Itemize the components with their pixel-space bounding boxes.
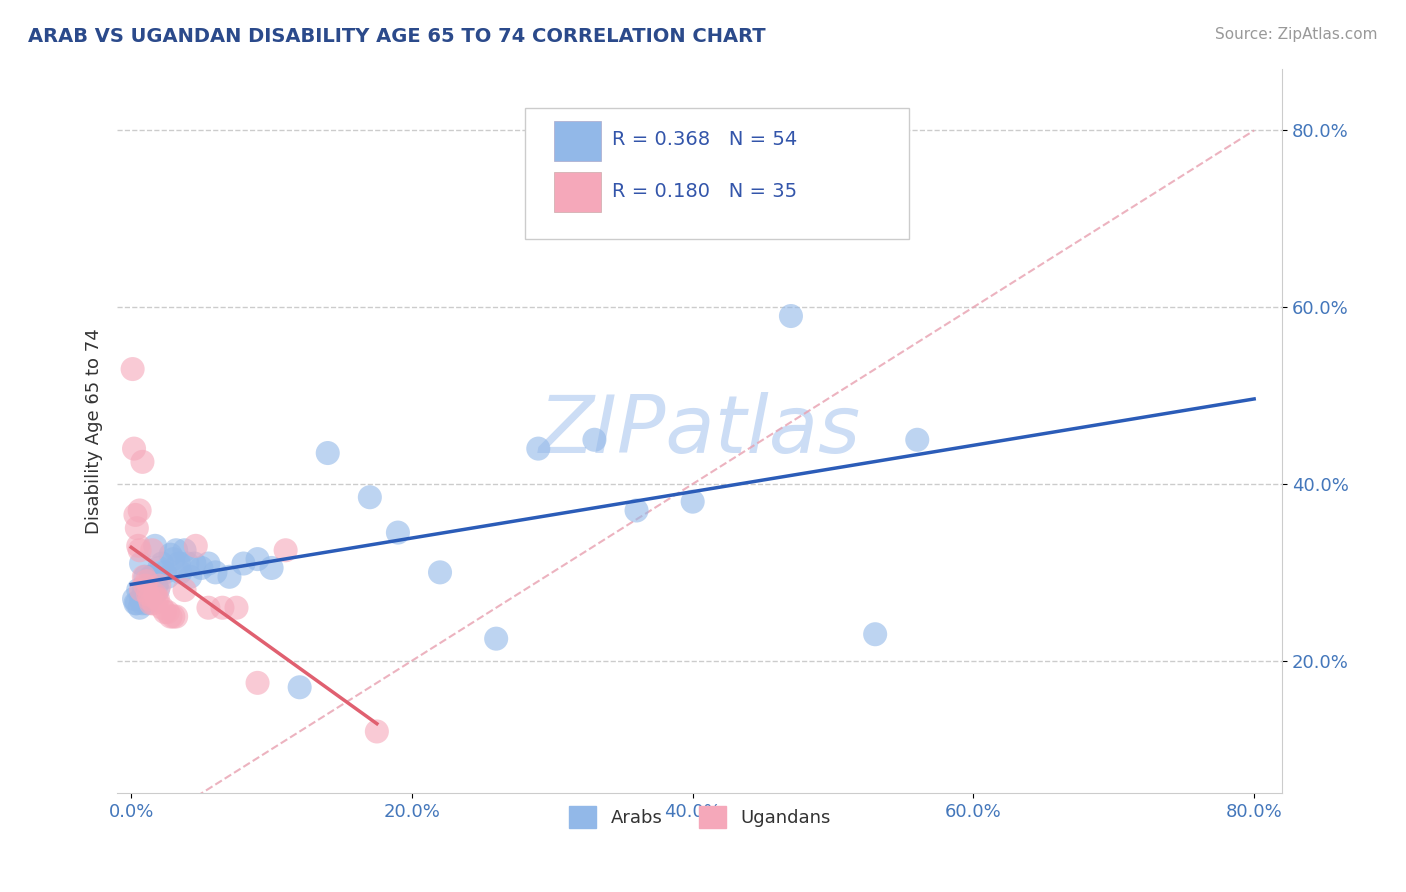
Point <box>204 566 226 580</box>
Point <box>387 525 409 540</box>
Point <box>138 591 160 606</box>
Point <box>156 605 179 619</box>
Point <box>129 582 152 597</box>
Point <box>211 600 233 615</box>
Point <box>527 442 550 456</box>
Point <box>138 579 160 593</box>
Point <box>143 539 166 553</box>
Point <box>260 561 283 575</box>
Point <box>142 587 165 601</box>
Point <box>173 543 195 558</box>
Point <box>122 591 145 606</box>
Point <box>122 442 145 456</box>
Point <box>124 508 146 522</box>
Point <box>128 600 150 615</box>
Point <box>150 600 173 615</box>
Text: R = 0.180   N = 35: R = 0.180 N = 35 <box>613 182 797 202</box>
Point <box>136 587 159 601</box>
Point <box>179 570 201 584</box>
Point <box>626 503 648 517</box>
Point <box>246 676 269 690</box>
Point <box>142 596 165 610</box>
Point <box>139 570 162 584</box>
Point <box>148 561 170 575</box>
Point <box>225 600 247 615</box>
Point <box>183 557 205 571</box>
Point <box>359 490 381 504</box>
Point <box>316 446 339 460</box>
Point <box>173 582 195 597</box>
Y-axis label: Disability Age 65 to 74: Disability Age 65 to 74 <box>86 328 103 533</box>
Point <box>125 521 148 535</box>
Legend: Arabs, Ugandans: Arabs, Ugandans <box>562 798 838 835</box>
Point <box>246 552 269 566</box>
Point <box>153 566 176 580</box>
FancyBboxPatch shape <box>524 109 910 239</box>
Point <box>863 627 886 641</box>
Point <box>232 557 254 571</box>
Point <box>429 566 451 580</box>
Point <box>153 605 176 619</box>
Point <box>128 503 150 517</box>
Point <box>145 591 167 606</box>
Point <box>135 596 157 610</box>
Point <box>165 543 187 558</box>
Point <box>218 570 240 584</box>
Text: R = 0.368   N = 54: R = 0.368 N = 54 <box>613 130 797 149</box>
Point <box>134 570 156 584</box>
Point <box>169 566 191 580</box>
Point <box>129 591 152 606</box>
Point <box>165 609 187 624</box>
Point <box>121 362 143 376</box>
Point <box>190 561 212 575</box>
Point <box>146 591 169 606</box>
Point <box>135 574 157 589</box>
Point <box>134 579 156 593</box>
Point <box>162 552 184 566</box>
Bar <box>554 172 600 212</box>
Point <box>159 609 181 624</box>
Point <box>141 543 163 558</box>
Point <box>145 579 167 593</box>
Point <box>288 680 311 694</box>
Point <box>136 587 159 601</box>
Point <box>132 582 155 597</box>
Text: ARAB VS UGANDAN DISABILITY AGE 65 TO 74 CORRELATION CHART: ARAB VS UGANDAN DISABILITY AGE 65 TO 74 … <box>28 27 766 45</box>
Point <box>905 433 928 447</box>
Point <box>131 455 153 469</box>
Point <box>274 543 297 558</box>
Point <box>148 579 170 593</box>
Point <box>124 596 146 610</box>
Point <box>197 557 219 571</box>
Point <box>128 543 150 558</box>
Bar <box>554 121 600 161</box>
Point <box>141 570 163 584</box>
Point <box>129 557 152 571</box>
Point <box>127 539 149 553</box>
Text: ZIP​atlas: ZIP​atlas <box>538 392 860 470</box>
Text: Source: ZipAtlas.com: Source: ZipAtlas.com <box>1215 27 1378 42</box>
Point <box>143 587 166 601</box>
Point <box>127 582 149 597</box>
Point <box>132 570 155 584</box>
Point <box>176 557 198 571</box>
Point <box>184 539 207 553</box>
Point <box>162 609 184 624</box>
Point <box>780 309 803 323</box>
Point <box>150 557 173 571</box>
Point <box>156 570 179 584</box>
Point <box>583 433 606 447</box>
Point <box>485 632 508 646</box>
Point <box>682 494 704 508</box>
Point <box>197 600 219 615</box>
Point <box>366 724 388 739</box>
Point <box>131 596 153 610</box>
Point <box>141 582 163 597</box>
Point <box>134 591 156 606</box>
Point <box>146 582 169 597</box>
Point <box>125 596 148 610</box>
Point <box>167 557 190 571</box>
Point <box>159 548 181 562</box>
Point <box>139 596 162 610</box>
